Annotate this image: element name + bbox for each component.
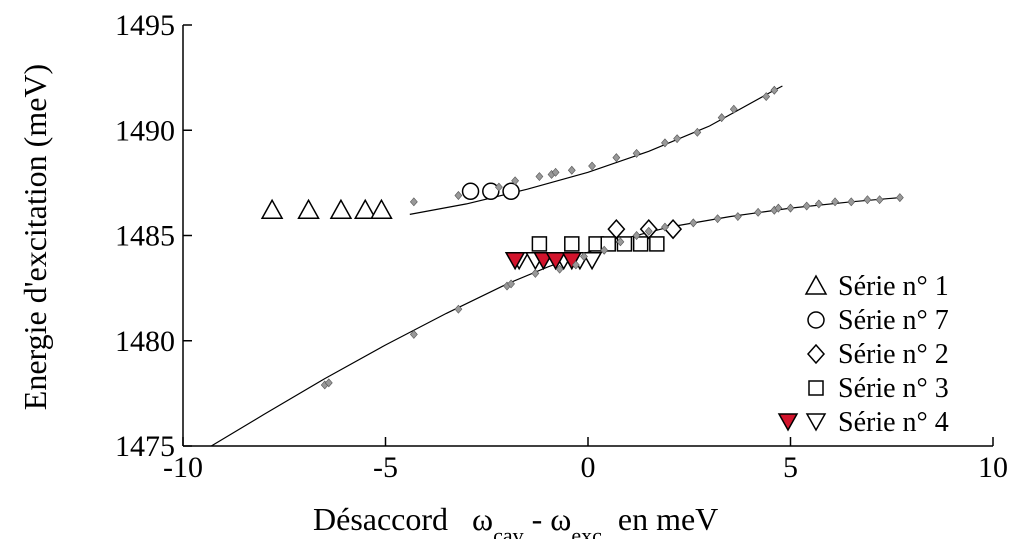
legend-square-symbol bbox=[808, 380, 824, 396]
y-tick-label: 1480 bbox=[115, 325, 175, 358]
x-tick-label: -10 bbox=[163, 451, 203, 484]
small-diamond-marker bbox=[729, 104, 738, 114]
x-tick-label: 0 bbox=[581, 451, 596, 484]
y-tick-label: 1495 bbox=[115, 9, 175, 42]
square-marker bbox=[564, 236, 580, 252]
triangle-up-marker bbox=[370, 198, 393, 219]
small-diamond-marker bbox=[454, 304, 463, 314]
small-diamond-marker bbox=[770, 85, 779, 95]
diamond-marker bbox=[664, 219, 683, 240]
small-diamond-marker bbox=[802, 201, 811, 211]
square-marker bbox=[632, 236, 649, 252]
triangle-up-marker bbox=[353, 198, 377, 219]
legend-label: Série n° 3 bbox=[838, 373, 949, 404]
square-marker bbox=[531, 236, 548, 252]
small-diamond-marker bbox=[661, 138, 669, 148]
small-diamond-marker bbox=[863, 195, 872, 205]
diamond-marker bbox=[607, 219, 626, 240]
x-tick-label: 5 bbox=[783, 451, 798, 484]
ticks: -10 -5 0 5 10 1475 1480 1485 1490 1495 bbox=[115, 9, 1008, 484]
small-diamond-marker bbox=[571, 260, 580, 270]
small-diamond-marker bbox=[831, 197, 839, 207]
legend-label: Série n° 1 bbox=[838, 271, 949, 302]
small-diamond-marker bbox=[717, 113, 726, 123]
small-diamond-marker bbox=[774, 203, 783, 213]
legend-diamond-symbol bbox=[806, 343, 826, 365]
square-marker bbox=[649, 236, 665, 252]
small-diamond-marker bbox=[786, 203, 795, 213]
x-tick-label: 10 bbox=[978, 451, 1008, 484]
small-diamond-marker bbox=[580, 252, 588, 262]
circle-marker bbox=[502, 182, 520, 201]
small-diamond-marker bbox=[733, 212, 742, 222]
triangle-up-marker bbox=[297, 198, 320, 219]
small-diamond-marker bbox=[511, 176, 519, 186]
x-axis-label-part: - ω bbox=[524, 501, 572, 537]
x-axis-label-subscript: exc bbox=[571, 523, 602, 539]
legend-triangle-down-filled-symbol bbox=[777, 413, 799, 432]
legend-label: Série n° 4 bbox=[838, 407, 949, 438]
fit-curve bbox=[210, 197, 900, 447]
legend-triangle-up-symbol bbox=[804, 274, 828, 295]
small-diamond-marker bbox=[762, 92, 771, 102]
triangle-down-filled-marker bbox=[504, 252, 526, 271]
y-tick-label: 1490 bbox=[115, 114, 175, 147]
legend-circle-symbol bbox=[807, 311, 825, 329]
small-diamond-marker bbox=[847, 197, 856, 207]
small-diamond-marker bbox=[555, 264, 564, 274]
legend-triangle-down-symbol bbox=[805, 413, 827, 432]
markers bbox=[260, 85, 904, 390]
small-diamond-marker bbox=[616, 237, 625, 247]
small-diamond-marker bbox=[895, 193, 904, 203]
x-axis-label-part: ω bbox=[472, 501, 493, 537]
y-tick-label: 1475 bbox=[115, 430, 175, 463]
x-axis-label-part: en meV bbox=[602, 501, 718, 537]
y-axis-label: Energie d'excitation (meV) bbox=[17, 64, 53, 410]
small-diamond-marker bbox=[495, 182, 503, 192]
small-diamond-marker bbox=[454, 191, 463, 200]
fit-curve bbox=[409, 85, 783, 215]
y-tick-label: 1485 bbox=[115, 220, 175, 253]
small-diamond-marker bbox=[814, 199, 823, 209]
x-tick-label: -5 bbox=[373, 451, 398, 484]
small-diamond-marker bbox=[689, 218, 698, 228]
triangle-down-filled-marker bbox=[533, 252, 554, 271]
small-diamond-marker bbox=[324, 378, 333, 388]
small-diamond-marker bbox=[693, 127, 702, 137]
small-diamond-marker bbox=[632, 148, 641, 158]
small-diamond-marker bbox=[600, 245, 609, 255]
small-diamond-marker bbox=[551, 167, 560, 177]
small-diamond-marker bbox=[661, 222, 669, 232]
small-diamond-marker bbox=[531, 268, 540, 278]
small-diamond-marker bbox=[567, 165, 576, 175]
small-diamond-marker bbox=[588, 161, 596, 171]
legend-label: Série n° 7 bbox=[838, 305, 949, 336]
triangle-down-filled-marker bbox=[561, 252, 583, 271]
small-diamond-marker bbox=[632, 231, 641, 240]
small-diamond-marker bbox=[409, 329, 418, 339]
small-diamond-marker bbox=[535, 172, 544, 182]
circle-marker bbox=[461, 182, 480, 201]
small-diamond-marker bbox=[673, 134, 681, 144]
small-diamond-marker bbox=[409, 197, 418, 207]
x-axis-label-main: Désaccord bbox=[313, 501, 472, 537]
x-axis-label-subscript: cav bbox=[493, 523, 524, 539]
triangle-up-marker bbox=[260, 198, 284, 219]
small-diamond-marker bbox=[644, 226, 653, 236]
triangle-down-filled-marker bbox=[545, 252, 566, 271]
legend-label: Série n° 2 bbox=[838, 339, 949, 370]
triangle-up-marker bbox=[329, 198, 353, 219]
small-diamond-marker bbox=[507, 279, 515, 289]
x-axis-label: Désaccord ωcav - ωexc en meV bbox=[313, 501, 718, 539]
small-diamond-marker bbox=[875, 195, 884, 205]
small-diamond-marker bbox=[612, 153, 621, 163]
small-diamond-marker bbox=[713, 214, 722, 224]
small-diamond-marker bbox=[754, 207, 762, 217]
